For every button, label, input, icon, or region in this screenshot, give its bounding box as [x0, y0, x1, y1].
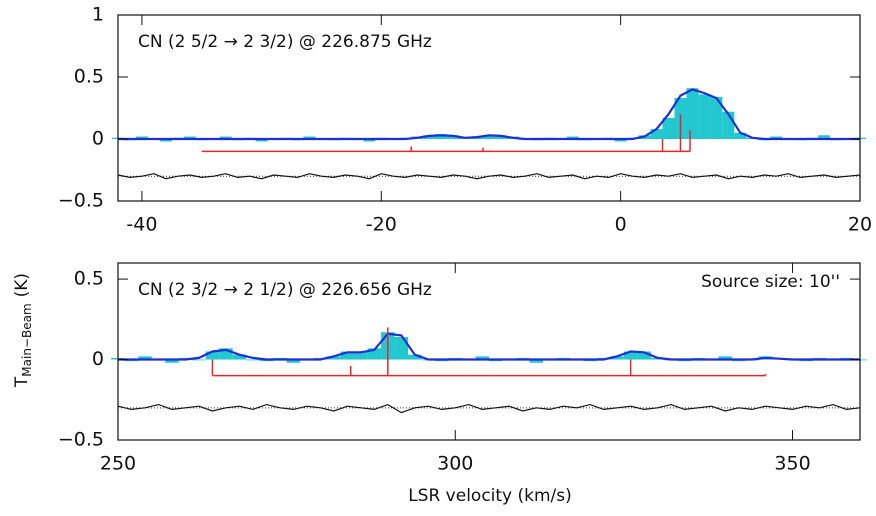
- channel-bar: [159, 139, 172, 142]
- channel-bar: [623, 351, 638, 360]
- channel-bar: [423, 135, 436, 139]
- channel-bar: [722, 111, 735, 139]
- channel-bar: [435, 134, 448, 139]
- panel-title: CN (2 5/2 → 2 3/2) @ 226.875 GHz: [138, 32, 432, 52]
- channel-bar: [219, 348, 233, 360]
- channel-bar: [483, 135, 495, 139]
- fit-line: [118, 332, 860, 361]
- y-tick-label: −0.5: [58, 429, 104, 451]
- y-label-unit: (K): [12, 273, 32, 297]
- channel-bar: [662, 117, 675, 139]
- channel-bar: [710, 96, 723, 139]
- y-tick-label: 0.5: [74, 268, 104, 290]
- y-tick-label: 1: [92, 4, 104, 26]
- channel-bar: [192, 359, 206, 361]
- channel-bar: [327, 356, 341, 360]
- channel-bar: [818, 135, 831, 139]
- channel-bar: [354, 351, 368, 360]
- y-label-sub: Main−Beam: [20, 303, 34, 376]
- channel-bar: [734, 132, 747, 139]
- panel-title: CN (2 3/2 → 2 1/2) @ 226.656 GHz: [138, 280, 432, 300]
- channel-bar: [394, 337, 409, 360]
- y-tick-label: 0.5: [74, 66, 104, 88]
- channel-bar: [650, 129, 663, 139]
- channel-bar: [686, 88, 699, 139]
- x-tick-label: 250: [100, 453, 136, 475]
- y-tick-label: 0: [92, 348, 104, 370]
- channel-bar: [165, 359, 179, 363]
- channel-bar: [363, 139, 376, 142]
- x-tick-label: 20: [848, 214, 872, 236]
- channel-bar: [770, 136, 783, 139]
- channel-bar: [246, 359, 260, 361]
- channel-bar: [135, 136, 148, 139]
- fit-line: [118, 88, 860, 141]
- channel-bar: [529, 359, 543, 363]
- x-tick-label: 300: [437, 453, 473, 475]
- channel-bar: [219, 136, 232, 139]
- channel-bar: [205, 351, 220, 360]
- channel-bar: [255, 139, 268, 142]
- channel-bar: [367, 348, 382, 360]
- channel-bar: [183, 136, 196, 139]
- channel-bar: [286, 359, 301, 363]
- channel-bar: [494, 135, 507, 139]
- y-axis-label: TMain−Beam (K): [12, 273, 34, 388]
- y-label-main: T: [12, 376, 32, 388]
- channel-bar: [138, 356, 152, 360]
- channel-bar: [637, 351, 651, 360]
- plot-frame: [117, 262, 861, 441]
- channel-bar: [698, 94, 711, 139]
- x-axis-label: LSR velocity (km/s): [408, 486, 572, 506]
- channel-bar: [566, 136, 579, 139]
- channel-bar: [340, 351, 355, 360]
- y-tick-label: 0: [92, 128, 104, 150]
- channel-bar: [447, 135, 460, 139]
- channel-bar: [408, 354, 422, 360]
- channel-bar: [303, 136, 316, 139]
- channel-bar: [232, 354, 247, 360]
- residual-line: [117, 173, 861, 180]
- x-tick-label: -20: [366, 214, 397, 236]
- plot-frame: [117, 14, 861, 202]
- x-tick-label: 350: [774, 453, 810, 475]
- channel-bar: [610, 356, 624, 360]
- channel-bar: [614, 139, 627, 142]
- x-tick-label: -40: [126, 214, 157, 236]
- channel-bar: [718, 356, 732, 360]
- annotation: Source size: 10'': [701, 272, 840, 292]
- x-tick-label: 0: [615, 214, 627, 236]
- residual-line: [117, 403, 861, 414]
- y-tick-label: −0.5: [58, 190, 104, 212]
- channel-bar: [475, 356, 489, 360]
